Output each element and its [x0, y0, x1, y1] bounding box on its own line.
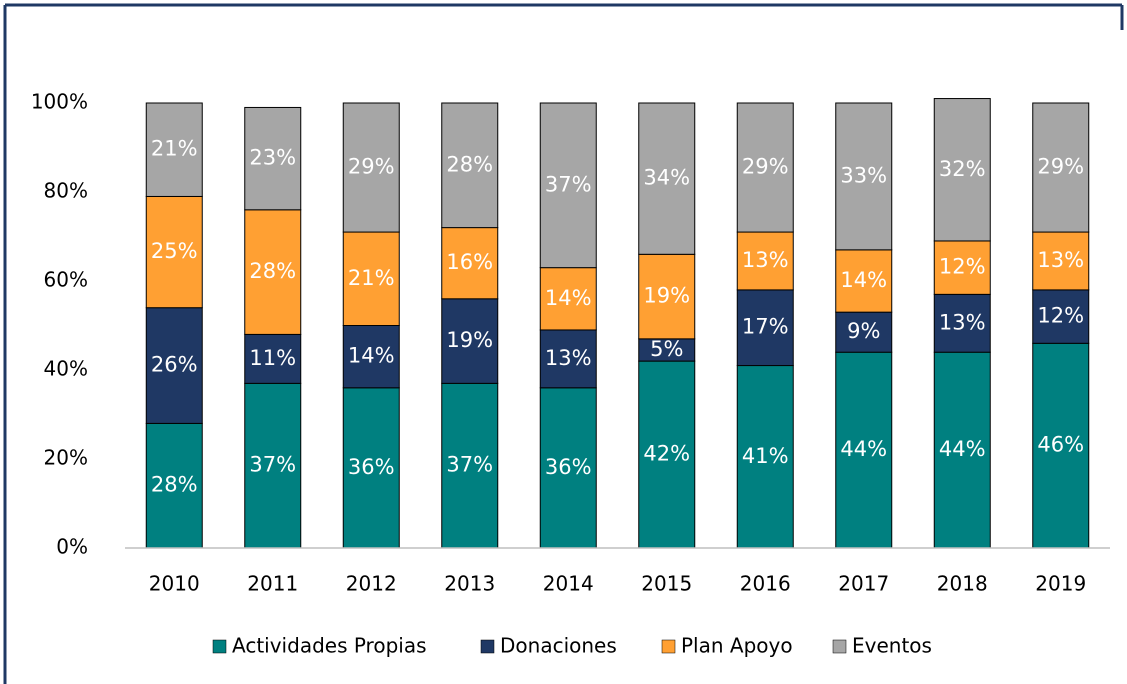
bar-segment [1032, 231, 1090, 291]
y-tick-label: 100% [31, 90, 88, 114]
x-tick-label: 2014 [543, 572, 594, 596]
bar-segment [933, 98, 991, 242]
x-tick-label: 2013 [444, 572, 495, 596]
data-label: 13% [939, 310, 986, 334]
data-label: 29% [1037, 155, 1084, 179]
bar-segment [736, 102, 794, 233]
data-label: 25% [151, 239, 198, 263]
data-label: 16% [446, 250, 493, 274]
bar-segment [441, 227, 499, 300]
legend-swatch [832, 639, 847, 654]
x-tick-label: 2012 [346, 572, 397, 596]
data-label: 21% [151, 137, 198, 161]
data-label: 17% [742, 315, 789, 339]
data-label: 13% [545, 346, 592, 370]
legend-label: Actividades Propias [232, 634, 427, 658]
data-label: 41% [742, 444, 789, 468]
data-label: 44% [840, 437, 887, 461]
x-tick-label: 2016 [740, 572, 791, 596]
data-label: 12% [939, 255, 986, 279]
data-label: 14% [348, 344, 395, 368]
data-label: 9% [847, 319, 880, 343]
legend-swatch [661, 639, 676, 654]
legend-label: Eventos [852, 634, 932, 658]
bar-segment [441, 102, 499, 229]
x-tick-label: 2015 [641, 572, 692, 596]
data-label: 37% [446, 453, 493, 477]
bar-segment [835, 311, 893, 353]
data-label: 21% [348, 266, 395, 290]
y-tick-label: 40% [44, 357, 88, 381]
data-label: 28% [151, 473, 198, 497]
bar-segment [638, 102, 696, 255]
data-label: 14% [545, 286, 592, 310]
x-tick-label: 2010 [149, 572, 200, 596]
bar-segment [933, 240, 991, 295]
legend-label: Plan Apoyo [681, 634, 793, 658]
x-tick-label: 2019 [1035, 572, 1086, 596]
bar-segment [539, 329, 597, 389]
y-tick-label: 0% [56, 535, 88, 559]
bar-segment [539, 102, 597, 269]
data-label: 29% [742, 155, 789, 179]
data-label: 5% [650, 337, 683, 361]
bar-segment [736, 231, 794, 291]
bar-segment [539, 387, 597, 549]
data-label: 46% [1037, 433, 1084, 457]
bar-segment [342, 231, 400, 326]
data-label: 44% [939, 437, 986, 461]
bar-segment [835, 351, 893, 549]
bar-segment [145, 422, 203, 549]
bar-segment [441, 298, 499, 384]
y-tick-label: 60% [44, 268, 88, 292]
x-tick-label: 2018 [937, 572, 988, 596]
data-label: 23% [249, 146, 296, 170]
data-label: 13% [1037, 248, 1084, 272]
legend-swatch [212, 639, 227, 654]
data-label: 13% [742, 248, 789, 272]
data-label: 29% [348, 155, 395, 179]
bar-segment [736, 289, 794, 367]
bar-segment [1032, 289, 1090, 344]
data-label: 42% [643, 442, 690, 466]
data-label: 36% [348, 455, 395, 479]
bar-segment [244, 106, 302, 211]
legend-swatch [480, 639, 495, 654]
bar-segment [244, 209, 302, 335]
bar-segment [638, 253, 696, 340]
data-label: 14% [840, 268, 887, 292]
bar-segment [835, 102, 893, 251]
data-label: 11% [249, 346, 296, 370]
bar-segment [539, 267, 597, 331]
data-label: 37% [249, 453, 296, 477]
x-tick-label: 2017 [838, 572, 889, 596]
data-label: 19% [446, 328, 493, 352]
bar-segment [441, 382, 499, 549]
bar-segment [145, 195, 203, 309]
bar-segment [1032, 102, 1090, 233]
y-tick-label: 80% [44, 179, 88, 203]
data-label: 26% [151, 353, 198, 377]
data-label: 28% [446, 152, 493, 176]
bar-segment [933, 351, 991, 549]
data-label: 34% [643, 166, 690, 190]
bar-segment [342, 102, 400, 233]
bar-segment [244, 333, 302, 384]
bar-segment [145, 102, 203, 197]
bar-segment [342, 387, 400, 549]
x-tick-label: 2011 [247, 572, 298, 596]
data-label: 33% [840, 163, 887, 187]
data-label: 37% [545, 172, 592, 196]
data-label: 36% [545, 455, 592, 479]
data-label: 32% [939, 157, 986, 181]
bar-segment [835, 249, 893, 313]
data-label: 19% [643, 284, 690, 308]
data-label: 28% [249, 259, 296, 283]
data-label: 12% [1037, 304, 1084, 328]
y-tick-label: 20% [44, 446, 88, 470]
legend-label: Donaciones [500, 634, 617, 658]
